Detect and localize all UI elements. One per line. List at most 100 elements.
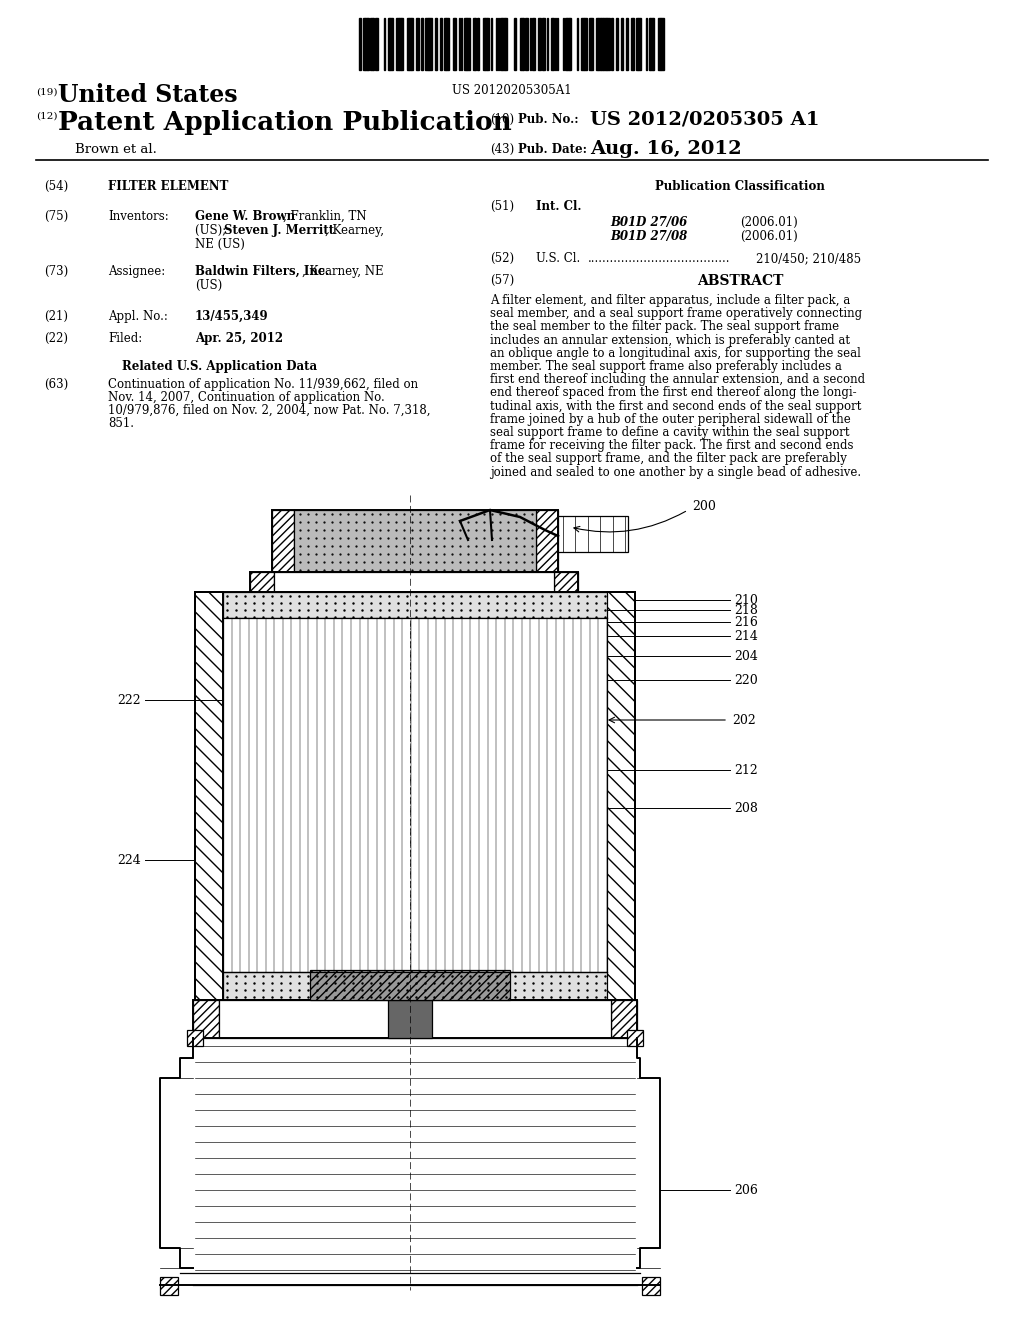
Bar (584, 18, 587, 70)
Text: joined and sealed to one another by a single bead of adhesive.: joined and sealed to one another by a si… (490, 466, 861, 479)
Text: NE (US): NE (US) (195, 238, 245, 251)
Bar (409, 18, 411, 70)
Text: Brown et al.: Brown et al. (75, 143, 157, 156)
Text: Steven J. Merritt: Steven J. Merritt (224, 224, 334, 238)
Text: (57): (57) (490, 275, 514, 286)
Bar (621, 18, 623, 70)
Text: , Kearney, NE: , Kearney, NE (302, 265, 384, 279)
Text: Inventors:: Inventors: (108, 210, 169, 223)
Bar (473, 18, 475, 70)
Text: Aug. 16, 2012: Aug. 16, 2012 (590, 140, 741, 158)
Text: U.S. Cl.: U.S. Cl. (536, 252, 581, 265)
Bar (543, 18, 545, 70)
Text: (75): (75) (44, 210, 69, 223)
Bar (487, 18, 489, 70)
Text: 200: 200 (692, 500, 716, 513)
Bar (444, 18, 446, 70)
Bar (514, 18, 516, 70)
Bar (193, 1001, 637, 1038)
Text: end thereof spaced from the first end thereof along the longi-: end thereof spaced from the first end th… (490, 387, 857, 400)
Text: 202: 202 (732, 714, 756, 726)
Bar (558, 516, 628, 552)
Bar (390, 18, 393, 70)
Bar (616, 18, 618, 70)
Bar (601, 18, 603, 70)
Bar (219, 1001, 611, 1038)
Bar (160, 1276, 178, 1295)
Bar (193, 1001, 219, 1038)
Text: (73): (73) (44, 265, 69, 279)
Bar (294, 510, 536, 572)
Text: Nov. 14, 2007, Continuation of application No.: Nov. 14, 2007, Continuation of applicati… (108, 391, 385, 404)
Text: the seal member to the filter pack. The seal support frame: the seal member to the filter pack. The … (490, 321, 839, 334)
Text: 214: 214 (734, 630, 758, 643)
Text: 210: 210 (734, 594, 758, 606)
Bar (532, 18, 535, 70)
Text: frame for receiving the filter pack. The first and second ends: frame for receiving the filter pack. The… (490, 440, 853, 453)
Text: B01D 27/06: B01D 27/06 (610, 216, 687, 228)
Bar (626, 18, 628, 70)
Text: Pub. Date:: Pub. Date: (518, 143, 587, 156)
Bar (642, 1276, 660, 1295)
Text: Assignee:: Assignee: (108, 265, 165, 279)
Bar (591, 18, 593, 70)
Bar (388, 1001, 432, 1038)
Text: , Franklin, TN: , Franklin, TN (283, 210, 367, 223)
Text: 220: 220 (734, 673, 758, 686)
Text: 224: 224 (118, 854, 141, 866)
Text: Int. Cl.: Int. Cl. (536, 201, 582, 213)
Bar (399, 18, 401, 70)
Text: Pub. No.:: Pub. No.: (518, 114, 579, 125)
Bar (581, 18, 584, 70)
Bar (554, 572, 578, 591)
Text: includes an annular extension, which is preferably canted at: includes an annular extension, which is … (490, 334, 850, 347)
Bar (370, 18, 373, 70)
Text: (19): (19) (36, 88, 57, 96)
Bar (658, 18, 660, 70)
Text: first end thereof including the annular extension, and a second: first end thereof including the annular … (490, 374, 865, 387)
Text: (43): (43) (490, 143, 514, 156)
Text: 210/450; 210/485: 210/450; 210/485 (756, 252, 861, 265)
Bar (589, 18, 591, 70)
Text: Patent Application Publication: Patent Application Publication (58, 110, 512, 135)
Text: 212: 212 (734, 763, 758, 776)
Bar (250, 572, 578, 591)
Text: seal member, and a seal support frame operatively connecting: seal member, and a seal support frame op… (490, 308, 862, 321)
Bar (483, 18, 485, 70)
Bar (636, 18, 638, 70)
Bar (187, 1030, 203, 1045)
Bar (536, 510, 558, 572)
Text: Appl. No.:: Appl. No.: (108, 310, 168, 323)
Bar (538, 18, 541, 70)
Text: Related U.S. Application Data: Related U.S. Application Data (123, 360, 317, 374)
Text: A filter element, and filter apparatus, include a filter pack, a: A filter element, and filter apparatus, … (490, 294, 850, 308)
Text: Publication Classification: Publication Classification (655, 180, 825, 193)
Text: frame joined by a hub of the outer peripheral sidewall of the: frame joined by a hub of the outer perip… (490, 413, 851, 426)
Bar (500, 18, 502, 70)
Bar (631, 18, 633, 70)
Text: (54): (54) (44, 180, 69, 193)
Bar (627, 1030, 643, 1045)
Bar (598, 18, 601, 70)
Bar (416, 18, 419, 70)
Text: 222: 222 (118, 693, 141, 706)
Bar (662, 18, 664, 70)
Text: 10/979,876, filed on Nov. 2, 2004, now Pat. No. 7,318,: 10/979,876, filed on Nov. 2, 2004, now P… (108, 404, 430, 417)
Bar (195, 591, 223, 1001)
Bar (250, 572, 274, 591)
Bar (359, 18, 361, 70)
Bar (467, 18, 470, 70)
Text: an oblique angle to a longitudinal axis, for supporting the seal: an oblique angle to a longitudinal axis,… (490, 347, 861, 360)
Text: (52): (52) (490, 252, 514, 265)
Bar (650, 18, 653, 70)
Bar (603, 18, 606, 70)
Text: (2006.01): (2006.01) (740, 230, 798, 243)
Bar (407, 18, 409, 70)
Bar (272, 510, 558, 572)
Bar (520, 18, 523, 70)
Text: tudinal axis, with the first and second ends of the seal support: tudinal axis, with the first and second … (490, 400, 861, 413)
Bar (638, 18, 641, 70)
Bar (310, 970, 510, 1001)
Bar (611, 18, 613, 70)
Text: US 2012/0205305 A1: US 2012/0205305 A1 (590, 110, 819, 128)
